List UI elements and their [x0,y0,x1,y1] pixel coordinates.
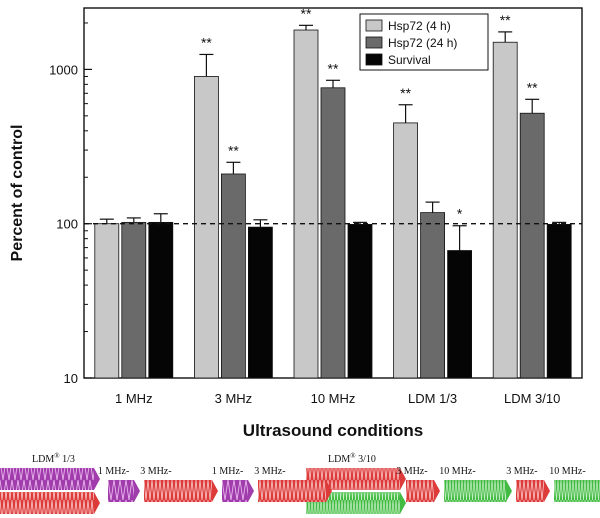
significance-marker: ** [527,79,538,95]
bar [492,41,518,379]
legend-label-hsp72-24h: Hsp72 (24 h) [388,36,457,50]
schematic-step-block [144,480,212,502]
significance-marker: * [457,206,463,222]
x-tick-label: LDM 3/10 [504,391,560,406]
ldm-1-3-row1-slow-arrow [94,468,100,490]
schematic-step-label: 3 MHz- [506,466,537,477]
bar [293,29,319,379]
legend-swatch-hsp72-24h [365,36,383,49]
bar [94,223,120,379]
bar [420,212,446,379]
ldm-1-3-row2-fast [0,492,94,514]
bar [148,221,174,379]
bar [519,112,545,379]
ldm-1-3-title: LDM® 1/3 [32,452,75,465]
bar [347,223,373,379]
ldm-1-3-row2-fast-arrow [94,492,100,514]
schematic-step-label: 1 MHz- [98,466,129,477]
schematic-step-label: 1 MHz- [212,466,243,477]
legend-label-survival: Survival [388,53,431,67]
bar [193,76,219,379]
schematic-step-block [406,480,434,502]
ldm-1-3-row1-slow [0,468,94,490]
x-tick-label: 10 MHz [311,391,356,406]
significance-marker: ** [400,85,411,101]
schematic-step-arrow [544,480,550,502]
schematic-step-block [554,480,600,502]
x-axis: 1 MHz 3 MHz 10 MHz LDM 1/3 LDM 3/10 [115,371,560,406]
bar [247,226,273,379]
bars [94,29,572,379]
schematic-step-label: 3 MHz- [140,466,171,477]
schematic-step-label: 10 MHz- [549,466,585,477]
legend-label-hsp72-4h: Hsp72 (4 h) [388,19,451,33]
ldm-3-10-title: LDM® 3/10 [328,452,376,465]
x-axis-title: Ultrasound conditions [243,421,423,440]
schematic-step-block [258,480,326,502]
schematic-step-arrow [134,480,140,502]
schematic-step-block [444,480,506,502]
y-tick-label: 100 [56,217,78,232]
ldm-3-10-row1-slow [306,468,400,490]
schematic-step-arrow [434,480,440,502]
ldm-3-10-schematic: LDM® 3/10 [306,452,406,514]
significance-markers: *************** [201,5,538,221]
significance-marker: ** [301,5,312,21]
x-tick-label: 1 MHz [115,391,153,406]
x-tick-label: LDM 1/3 [408,391,457,406]
bar [447,250,473,379]
legend: Hsp72 (4 h) Hsp72 (24 h) Survival [359,13,489,71]
schematic-step-label: 3 MHz- [254,466,285,477]
error-bars [99,24,567,251]
schematic-step-block [516,480,544,502]
ldm-1-3-schematic: LDM® 1/3 [0,452,100,514]
ldm-3-10-row2-fast-arrow [400,492,406,514]
schematic-step-arrow [212,480,218,502]
significance-marker: ** [228,142,239,158]
bar [393,122,419,379]
schematic-step-label: 3 MHz- [396,466,427,477]
schematic-step-block [108,480,134,502]
schematic-step-arrow [248,480,254,502]
bar [320,87,346,379]
schematic-step-arrow [506,480,512,502]
bar [121,221,147,379]
schematic-steps: 1 MHz- 3 MHz- 1 MHz- 3 MHz- 3 MHz- 10 MHz- 3 M… [98,466,600,502]
significance-marker: ** [328,60,339,76]
significance-marker: ** [201,34,212,50]
schematic-step-arrow [326,480,332,502]
bar [220,173,246,379]
y-axis: 10 100 1000 [49,22,92,386]
significance-marker: ** [500,12,511,28]
bar [546,223,572,379]
legend-swatch-hsp72-4h [365,19,383,32]
legend-swatch-survival [365,53,383,66]
ldm-3-10-row2-fast [306,492,400,514]
y-tick-label: 1000 [49,62,78,77]
schematic-step-block [222,480,248,502]
x-tick-label: 3 MHz [215,391,253,406]
y-axis-title: Percent of control [9,125,26,262]
y-tick-label: 10 [64,371,78,386]
ldm-3-10-row1-slow-arrow [400,468,406,490]
schematic-step-label: 10 MHz- [439,466,475,477]
